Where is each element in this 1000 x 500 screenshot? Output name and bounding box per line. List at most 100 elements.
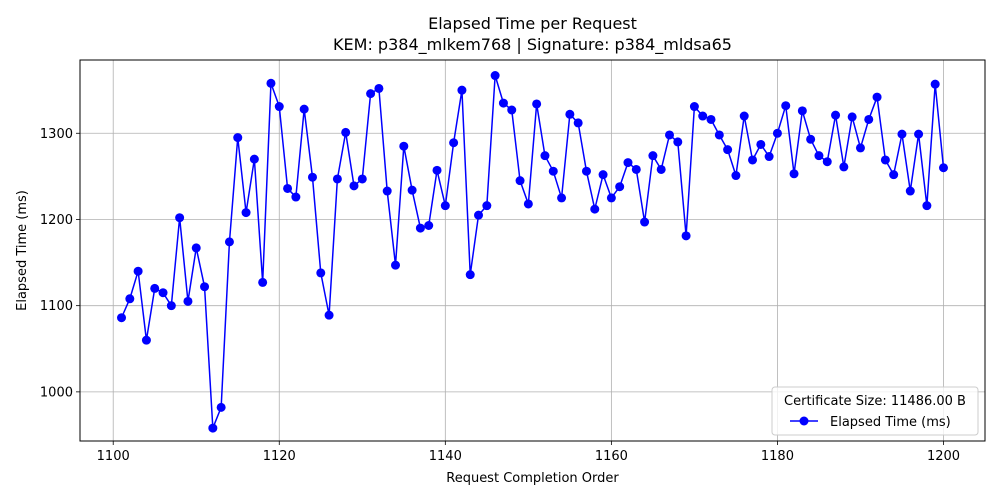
data-point: [631, 164, 641, 174]
series-line: [120, 74, 945, 429]
data-point: [739, 111, 749, 121]
legend-marker-icon: [799, 416, 809, 426]
data-point: [806, 134, 816, 144]
y-tick-label: 1100: [40, 299, 73, 314]
data-point: [665, 130, 674, 140]
data-point: [797, 106, 807, 116]
data-point: [200, 282, 210, 292]
data-point: [133, 266, 143, 276]
x-tick-label: 1180: [761, 449, 794, 464]
data-point: [698, 111, 708, 121]
data-point: [307, 172, 317, 182]
data-point: [258, 277, 268, 287]
legend-entry-label: Elapsed Time (ms): [830, 415, 951, 430]
data-point: [706, 114, 716, 124]
y-tick-label: 1200: [40, 213, 73, 228]
data-point: [532, 99, 542, 109]
data-point: [938, 163, 948, 173]
data-point: [880, 155, 890, 165]
data-point: [847, 112, 857, 122]
y-axis-label: Elapsed Time (ms): [15, 190, 30, 311]
data-point: [283, 183, 293, 193]
data-point: [399, 141, 409, 151]
data-point: [125, 294, 135, 304]
data-point: [764, 152, 774, 162]
data-point: [316, 268, 326, 278]
x-tick-label: 1100: [97, 449, 130, 464]
data-point: [341, 127, 351, 137]
y-tick-label: 1000: [40, 385, 73, 400]
data-point: [623, 158, 633, 168]
data-point: [565, 109, 575, 119]
data-point: [183, 296, 193, 306]
data-point: [681, 231, 691, 241]
data-point: [822, 157, 832, 167]
data-point: [831, 110, 841, 120]
data-point: [905, 186, 915, 196]
data-point: [515, 176, 525, 186]
data-point: [889, 170, 899, 180]
data-point: [424, 221, 434, 230]
data-point: [324, 310, 334, 320]
data-point: [864, 114, 874, 124]
data-point: [772, 128, 782, 138]
legend-box: [771, 386, 979, 436]
data-point: [208, 423, 218, 433]
x-tick-label: 1200: [927, 449, 960, 464]
data-point: [374, 83, 384, 93]
data-point: [391, 260, 400, 270]
data-point: [449, 138, 459, 148]
data-point: [482, 201, 492, 211]
data-point: [299, 104, 309, 114]
data-point: [523, 199, 533, 209]
data-point: [166, 301, 176, 311]
data-point: [440, 201, 450, 211]
data-point: [714, 130, 724, 140]
data-point: [731, 171, 741, 181]
data-point: [872, 92, 882, 102]
chart-title: Elapsed Time per Request: [428, 14, 637, 33]
data-point: [914, 129, 924, 139]
data-point: [291, 192, 301, 202]
data-point: [548, 166, 558, 176]
data-point: [598, 170, 608, 180]
grid-lines: [80, 60, 985, 441]
series-layer: [117, 71, 948, 433]
data-point: [332, 174, 342, 184]
legend: Certificate Size: 11486.00 B Elapsed Tim…: [771, 386, 979, 436]
chart-subtitle: KEM: p384_mlkem768 | Signature: p384_mld…: [333, 35, 732, 55]
data-point: [117, 313, 127, 323]
data-point: [474, 210, 484, 220]
data-point: [855, 143, 865, 153]
y-tick-label: 1300: [40, 127, 73, 142]
axis-ticks: 1100 1120 1140 1160 1180 1200 1000 1100 1200 1300: [40, 127, 960, 464]
data-point: [648, 151, 658, 161]
data-point: [897, 129, 907, 139]
data-point: [233, 133, 243, 143]
data-point: [382, 186, 392, 196]
data-point: [407, 185, 417, 195]
data-point: [274, 102, 284, 112]
data-point: [175, 213, 185, 223]
data-point: [266, 78, 276, 88]
data-point: [158, 288, 168, 298]
data-point: [141, 335, 151, 345]
data-point: [249, 154, 259, 164]
data-point: [507, 105, 517, 115]
data-point: [789, 169, 799, 179]
data-point: [689, 102, 699, 112]
data-point: [590, 204, 600, 214]
x-tick-label: 1160: [595, 449, 628, 464]
data-point: [640, 217, 650, 227]
data-point: [606, 193, 616, 203]
data-point: [781, 101, 791, 111]
data-point: [191, 243, 201, 253]
data-point: [756, 139, 766, 149]
data-point: [540, 151, 550, 161]
data-point: [656, 164, 666, 174]
data-point: [573, 118, 583, 128]
legend-title: Certificate Size: 11486.00 B: [784, 394, 966, 409]
data-point: [415, 223, 425, 233]
data-point: [490, 71, 500, 81]
